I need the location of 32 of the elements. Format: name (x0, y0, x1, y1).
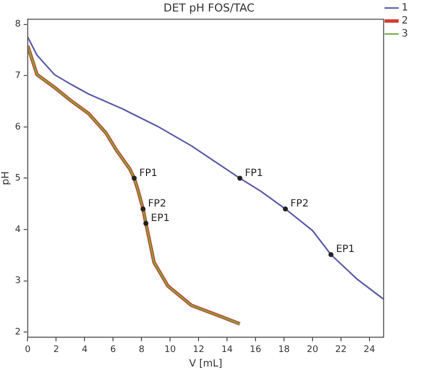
x-tick-label: 6 (110, 344, 116, 355)
x-axis-title: V [mL] (189, 358, 222, 370)
y-tick-label: 2 (14, 327, 21, 338)
annotation: FP2 (290, 198, 309, 210)
x-tick-label: 24 (364, 344, 376, 355)
y-tick-label: 7 (14, 70, 21, 81)
annotation: EP1 (336, 244, 355, 256)
y-tick-label: 4 (14, 224, 21, 235)
x-tick-label: 8 (138, 344, 145, 355)
x-tick-label: 16 (250, 344, 262, 355)
chart-title: DET pH FOS/TAC (164, 1, 255, 14)
annotation: FP1 (244, 168, 264, 179)
annotation: FP2 (148, 198, 166, 210)
y-tick-label: 8 (14, 20, 21, 30)
y-tick-label: 6 (14, 122, 21, 132)
x-tick-label: 20 (306, 344, 318, 355)
x-tick-label: 10 (164, 344, 176, 355)
annotation: FP1 (139, 168, 158, 179)
annotation: EP1 (150, 212, 170, 224)
legend-label: 2 (402, 16, 408, 27)
x-tick-label: 12 (192, 344, 204, 355)
x-tick-label: 18 (278, 344, 290, 355)
legend-label: 3 (402, 28, 408, 40)
y-tick-label: 5 (14, 174, 21, 184)
legend-label: 1 (402, 2, 408, 14)
x-tick-label: 4 (82, 344, 88, 355)
x-tick-label: 0 (24, 344, 31, 355)
x-tick-label: 22 (335, 344, 347, 355)
y-axis-title: pH (0, 171, 12, 186)
y-tick-label: 3 (14, 276, 21, 286)
x-tick-label: 2 (53, 344, 60, 355)
x-tick-label: 14 (221, 344, 234, 355)
